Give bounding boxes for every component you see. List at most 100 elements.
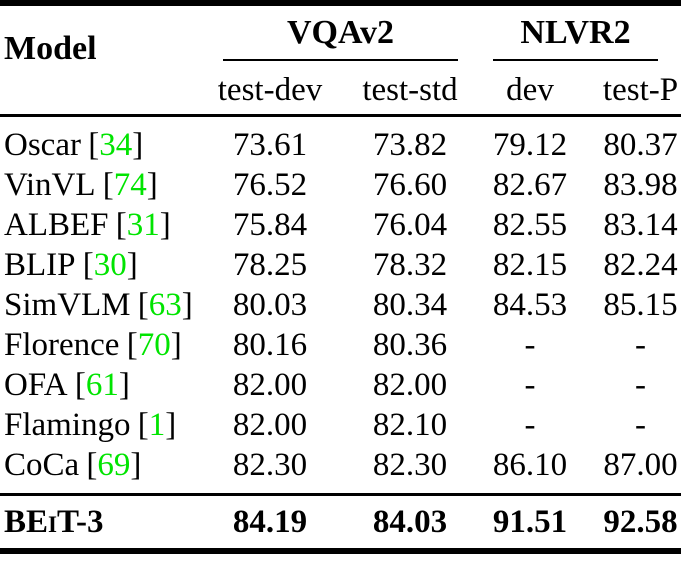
citation-link[interactable]: 31: [126, 206, 160, 243]
value-cell: 80.34: [372, 286, 448, 323]
citation: [31]: [116, 207, 171, 243]
value-cell: 82.00: [372, 366, 448, 403]
cite-bracket: [: [137, 286, 149, 323]
value-cell: 82.24: [603, 246, 678, 283]
model-name-cell: Oscar [34]: [0, 127, 180, 164]
model-name: BLIP: [4, 246, 76, 283]
col-header-test-dev: test-dev: [217, 72, 323, 108]
table-body: Oscar [34] 73.61 73.82 79.12 80.37 VinVL[…: [0, 117, 681, 485]
nlvr2-underline: NLVR2: [493, 6, 658, 61]
cite-bracket: ]: [181, 286, 193, 323]
table-row: VinVL [74] 76.52 76.60 82.67 83.98: [0, 165, 681, 205]
cite-bracket: [: [126, 326, 138, 363]
value-cell: 80.36: [372, 326, 448, 363]
table-row: SimVLM [63] 80.03 80.34 84.53 85.15: [0, 285, 681, 325]
group-vqav2-cell: VQAv2: [180, 6, 460, 61]
value-cell: 92.58: [603, 503, 678, 540]
cite-bracket: ]: [126, 246, 138, 283]
citation: [1]: [138, 407, 177, 443]
value-cell: 91.51: [492, 503, 568, 540]
model-name: ALBEF: [4, 206, 109, 243]
model-name-cell: BEiT-3: [0, 504, 180, 541]
citation-link[interactable]: 74: [113, 166, 147, 203]
model-name-cell: BLIP [30]: [0, 247, 180, 284]
citation-link[interactable]: 70: [137, 326, 171, 363]
value-cell: 82.55: [492, 206, 568, 243]
cite-bracket: [: [74, 366, 86, 403]
model-column-header: Model: [4, 30, 97, 67]
value-cell: 82.10: [372, 406, 448, 443]
cite-bracket: [: [115, 206, 127, 243]
table-row: OFA [61] 82.00 82.00 - -: [0, 365, 681, 405]
citation-link[interactable]: 63: [148, 286, 182, 323]
citation-link[interactable]: 30: [93, 246, 127, 283]
model-name-cell: VinVL [74]: [0, 167, 180, 204]
table-bottom-rule: [0, 548, 681, 554]
cite-bracket: ]: [118, 366, 130, 403]
citation: [63]: [138, 287, 193, 323]
model-name-cell: Florence [70]: [0, 326, 182, 364]
value-cell: 84.19: [232, 503, 308, 540]
col-header-test-std: test-std: [362, 72, 458, 108]
model-name: Flamingo: [4, 406, 131, 443]
value-cell: 75.84: [232, 206, 308, 243]
value-cell: 80.37: [603, 126, 678, 163]
model-name: SimVLM: [4, 286, 131, 323]
citation-link[interactable]: 69: [97, 446, 131, 483]
value-cell: -: [524, 366, 536, 403]
cite-bracket: [: [86, 446, 98, 483]
value-cell: 76.04: [372, 206, 448, 243]
highlight-row: BEiT-3 84.19 84.03 91.51 92.58: [0, 496, 681, 548]
model-name-cell: SimVLM [63]: [0, 286, 193, 324]
value-cell: 78.32: [372, 246, 448, 283]
citation: [69]: [86, 447, 141, 483]
col-header-dev: dev: [506, 72, 554, 108]
cite-bracket: [: [102, 166, 114, 203]
citation: [61]: [75, 367, 130, 403]
table-row: Flamingo [1] 82.00 82.10 - -: [0, 405, 681, 445]
value-cell: 78.25: [232, 246, 308, 283]
pre-highlight-rule: [0, 493, 681, 496]
citation-link[interactable]: 61: [85, 366, 119, 403]
table-header: Model VQAv2 NLVR2 test-dev test-std dev …: [0, 6, 681, 114]
value-cell: 82.30: [232, 446, 308, 483]
col-header-test-p: test-P: [602, 72, 679, 108]
group-nlvr2-cell: NLVR2: [460, 6, 681, 61]
cite-bracket: ]: [159, 206, 171, 243]
model-name: OFA: [4, 366, 68, 403]
citation-link[interactable]: 1: [148, 406, 166, 443]
value-cell: 80.03: [232, 286, 308, 323]
group-label-nlvr2: NLVR2: [520, 13, 631, 51]
citation: [34]: [88, 127, 143, 163]
value-cell: 80.16: [232, 326, 308, 363]
value-cell: 85.15: [603, 286, 678, 323]
value-cell: 83.14: [603, 206, 678, 243]
value-cell: 83.98: [603, 166, 678, 203]
value-cell: 76.60: [372, 166, 448, 203]
value-cell: -: [524, 326, 536, 363]
value-cell: 82.15: [492, 246, 568, 283]
value-cell: 82.30: [372, 446, 448, 483]
value-cell: -: [635, 326, 646, 363]
model-name: CoCa: [4, 446, 80, 483]
table-row: ALBEF [31] 75.84 76.04 82.55 83.14: [0, 205, 681, 245]
cite-bracket: ]: [165, 406, 177, 443]
citation-link[interactable]: 34: [99, 126, 133, 163]
cite-bracket: ]: [146, 166, 158, 203]
value-cell: 73.61: [232, 126, 308, 163]
subcolumn-header-row: test-dev test-std dev test-P: [0, 59, 681, 114]
model-name: Florence: [4, 326, 120, 363]
group-header-row: VQAv2 NLVR2: [0, 6, 681, 61]
model-name-cell: OFA [61]: [0, 367, 180, 404]
cite-bracket: [: [137, 406, 149, 443]
table-top-rule: [0, 0, 681, 6]
vqav2-underline: VQAv2: [223, 6, 458, 61]
value-cell: 82.00: [232, 366, 308, 403]
table-row: Oscar [34] 73.61 73.82 79.12 80.37: [0, 125, 681, 165]
table-row: BLIP [30] 78.25 78.32 82.15 82.24: [0, 245, 681, 285]
cite-bracket: [: [82, 246, 94, 283]
citation: [74]: [103, 167, 158, 203]
cite-bracket: [: [88, 126, 100, 163]
model-name-cell: CoCa [69]: [0, 447, 180, 484]
